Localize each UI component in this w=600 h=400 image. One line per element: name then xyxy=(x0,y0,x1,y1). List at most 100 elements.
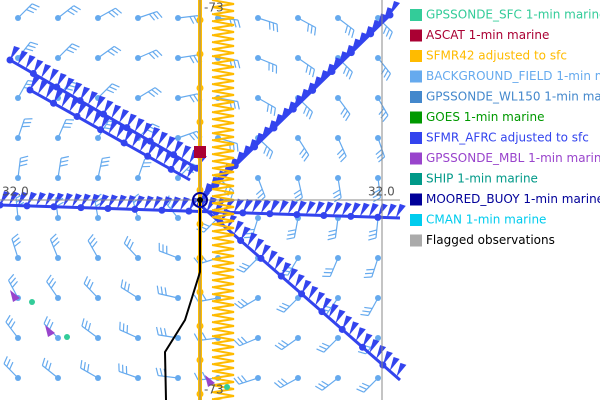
barb-dot xyxy=(255,295,261,301)
flag-barb xyxy=(355,327,366,342)
flag-barb xyxy=(181,145,192,160)
flag-barb xyxy=(103,100,114,115)
obs-dot xyxy=(298,290,306,298)
barb-tick xyxy=(152,51,159,58)
barb-tick xyxy=(13,241,21,248)
barb-tick xyxy=(333,193,341,199)
barb-tick xyxy=(328,233,337,237)
barb-tick xyxy=(237,101,240,110)
flag-barb xyxy=(30,76,40,90)
flag-barb xyxy=(314,201,325,216)
barb-tick xyxy=(236,143,239,152)
sfmr-barb xyxy=(211,111,235,120)
flag-barb xyxy=(87,91,98,106)
barb-dot xyxy=(175,335,181,341)
barb-dot xyxy=(295,255,301,261)
barb-tick xyxy=(147,91,155,98)
flag-barb xyxy=(364,26,375,41)
flag-barb xyxy=(77,102,88,117)
barb-tick xyxy=(123,235,129,244)
barb-tick xyxy=(151,89,159,96)
barb-dot xyxy=(375,95,381,101)
barb-tick xyxy=(155,367,159,376)
flag-barb xyxy=(312,76,323,91)
barb-tick xyxy=(48,362,52,371)
barb-tick xyxy=(233,19,237,28)
barb-tick xyxy=(279,305,287,310)
sfmr-barb xyxy=(211,76,235,85)
barb-dot xyxy=(335,375,341,381)
barb-tick xyxy=(9,361,14,370)
barb-staff xyxy=(15,198,19,219)
barb-tick xyxy=(67,10,75,16)
flag-barb xyxy=(152,195,163,210)
sfmr-barb xyxy=(211,209,235,218)
sfmr-barb xyxy=(211,349,235,358)
barb-dot xyxy=(95,335,101,341)
barb-dot xyxy=(335,95,341,101)
legend-label: GOES 1-min marine xyxy=(426,110,544,124)
barb-staff xyxy=(57,43,73,59)
legend-label: BACKGROUND_FIELD 1-min marine xyxy=(426,69,600,83)
barb-tick xyxy=(107,50,115,56)
barb-tick xyxy=(89,237,96,245)
barb-tick xyxy=(286,237,295,240)
flag-barb xyxy=(80,193,91,208)
barb-tick xyxy=(70,7,78,13)
flag-barb xyxy=(8,191,19,206)
flag-barb xyxy=(306,82,317,97)
barb-staff xyxy=(7,280,19,299)
barb-dot xyxy=(15,135,21,141)
flag-barb xyxy=(390,1,400,15)
legend-swatch xyxy=(410,234,422,247)
sfmr-barb xyxy=(211,377,235,386)
barb-staff xyxy=(158,293,179,299)
sfmr-barb xyxy=(211,132,235,141)
barb-tick xyxy=(29,6,37,11)
barb-tick xyxy=(328,229,337,233)
barb-dot xyxy=(295,375,301,381)
barb-dot xyxy=(55,175,61,181)
obs-dot xyxy=(185,207,193,215)
flag-barb xyxy=(286,101,297,116)
sfmr-barb xyxy=(211,202,235,211)
barb-dot xyxy=(375,55,381,61)
barb-staff xyxy=(17,118,26,139)
barb-dot xyxy=(175,175,181,181)
barb-tick xyxy=(356,388,365,393)
barb-staff xyxy=(49,239,59,259)
flag-barb xyxy=(319,70,330,85)
barb-dot xyxy=(135,15,141,21)
sfmr-barb xyxy=(211,370,235,379)
flag-barb xyxy=(233,220,244,235)
flag-barb xyxy=(119,109,130,124)
lon-label: -73 xyxy=(204,383,224,397)
barb-tick xyxy=(239,265,247,270)
barb-tick xyxy=(51,237,59,244)
sfmr-barb xyxy=(211,363,235,372)
sfmr-barb xyxy=(211,34,235,43)
flag-barb xyxy=(186,164,197,179)
barb-dot xyxy=(95,375,101,381)
obs-dot xyxy=(158,206,166,214)
barb-tick xyxy=(368,233,377,237)
flag-barb xyxy=(395,203,406,218)
barb-tick xyxy=(193,94,199,102)
barb-tick xyxy=(26,8,35,14)
flag-barb xyxy=(278,200,289,215)
barb-dot xyxy=(375,375,381,381)
barb-tick xyxy=(73,5,81,11)
barb-dot xyxy=(15,15,21,21)
sfmr-barb xyxy=(211,55,235,64)
barb-tick xyxy=(336,148,344,156)
barb-tick xyxy=(193,333,199,341)
barb-dot xyxy=(375,295,381,301)
barb-dot xyxy=(95,15,101,21)
flag-barb xyxy=(124,128,135,143)
barb-tick xyxy=(91,240,98,248)
flag-barb xyxy=(301,279,312,294)
barb-staff xyxy=(257,17,278,25)
flag-barb xyxy=(389,356,400,371)
barb-tick xyxy=(321,380,329,386)
flag-barb xyxy=(33,59,44,74)
